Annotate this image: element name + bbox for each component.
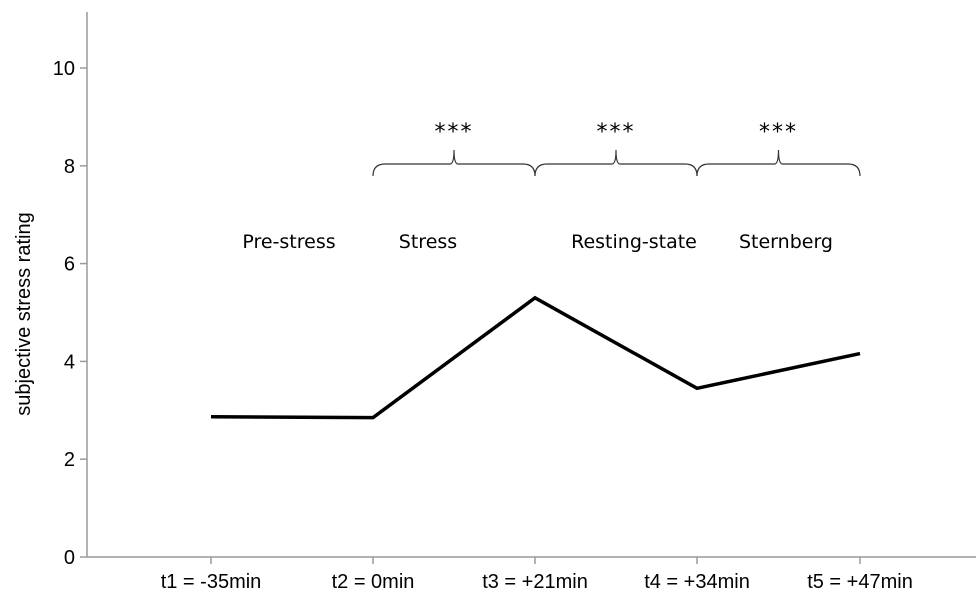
significance-label: *** xyxy=(435,120,474,145)
y-axis-ticks: 0 2 4 6 8 10 xyxy=(53,58,87,569)
phase-label: Sternberg xyxy=(739,231,833,253)
x-tick-label: t1 = -35min xyxy=(161,571,262,591)
y-tick-label: 4 xyxy=(64,351,75,373)
phase-labels: Pre-stress Stress Resting-state Sternberg xyxy=(242,231,833,253)
y-tick-label: 8 xyxy=(64,156,75,178)
significance-label: *** xyxy=(597,120,636,145)
x-axis-ticks: t1 = -35min t2 = 0min t3 = +21min t4 = +34m… xyxy=(161,557,913,591)
x-tick-label: t4 = +34min xyxy=(644,571,750,591)
phase-label: Resting-state xyxy=(571,231,697,253)
series-line xyxy=(210,295,861,420)
phase-label: Pre-stress xyxy=(242,231,335,253)
significance-bracket xyxy=(372,149,536,177)
phase-label: Stress xyxy=(399,231,457,253)
axes xyxy=(86,12,976,558)
x-tick-label: t2 = 0min xyxy=(332,571,415,591)
y-axis-title: subjective stress rating xyxy=(13,212,35,415)
y-tick-label: 2 xyxy=(64,449,75,471)
x-tick-label: t5 = +47min xyxy=(807,571,913,591)
significance-brackets: *** *** *** xyxy=(372,120,861,177)
data-series xyxy=(210,295,861,420)
significance-label: *** xyxy=(759,120,798,145)
x-tick-label: t3 = +21min xyxy=(482,571,588,591)
y-tick-label: 0 xyxy=(64,547,75,569)
significance-bracket xyxy=(534,149,698,177)
y-tick-label: 6 xyxy=(64,254,75,276)
y-tick-label: 10 xyxy=(53,58,75,80)
significance-bracket xyxy=(696,149,861,177)
